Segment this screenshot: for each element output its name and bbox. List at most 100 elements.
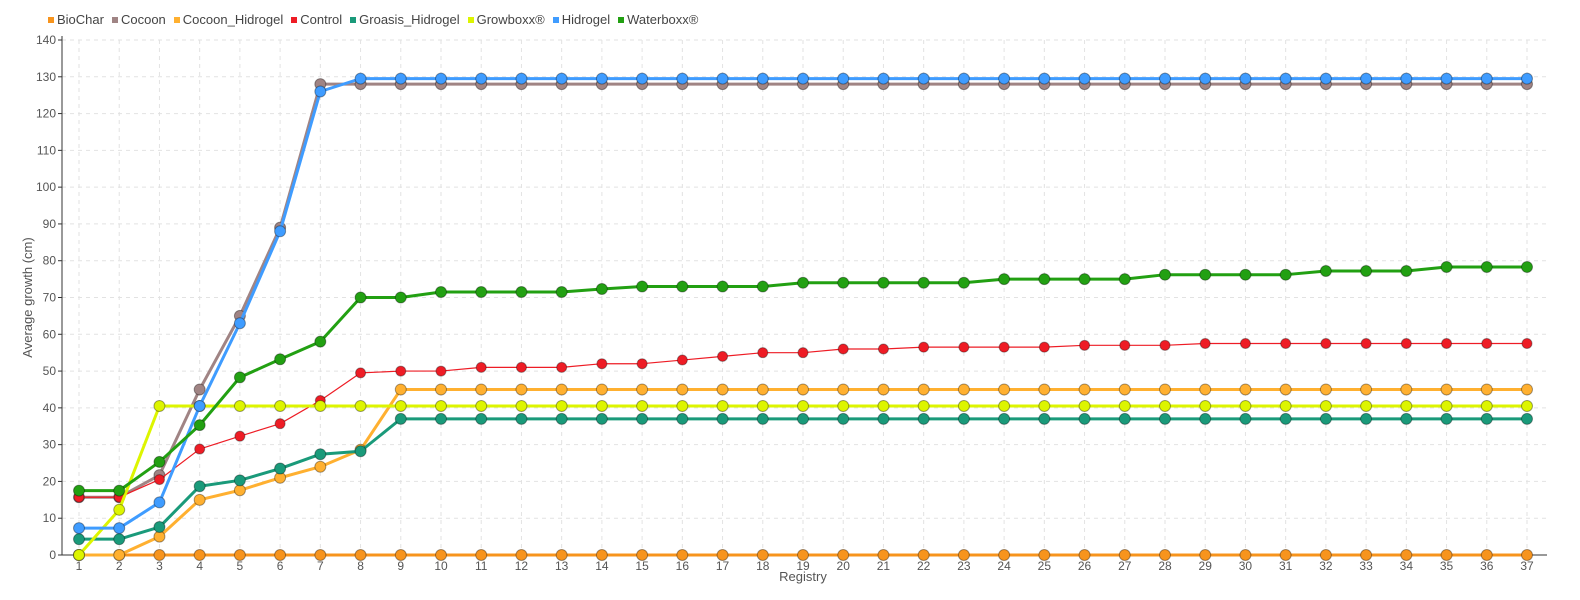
x-tick-label: 29 bbox=[1199, 559, 1213, 573]
data-point bbox=[1360, 337, 1372, 349]
data-point bbox=[877, 549, 890, 561]
data-point bbox=[1239, 268, 1252, 281]
data-point bbox=[515, 285, 528, 298]
legend-item[interactable]: Cocoon_Hidrogel bbox=[173, 12, 283, 27]
legend-item[interactable]: BioChar bbox=[48, 12, 104, 27]
legend-item[interactable]: Growboxx® bbox=[467, 12, 545, 27]
x-tick-label: 30 bbox=[1239, 559, 1253, 573]
data-point bbox=[435, 285, 447, 298]
data-point bbox=[756, 549, 769, 561]
legend-item[interactable]: Control bbox=[291, 12, 342, 27]
data-point bbox=[435, 365, 447, 377]
data-point bbox=[917, 400, 930, 413]
x-axis-label: Registry bbox=[779, 569, 827, 584]
data-point bbox=[1199, 337, 1211, 349]
data-point bbox=[837, 549, 850, 561]
legend-swatch bbox=[173, 16, 180, 23]
x-tick-label: 21 bbox=[877, 559, 891, 573]
data-point bbox=[998, 549, 1011, 561]
data-point bbox=[1521, 549, 1533, 561]
data-point bbox=[1480, 400, 1493, 413]
data-point bbox=[1118, 383, 1131, 396]
data-point bbox=[1319, 383, 1332, 396]
data-point bbox=[958, 341, 970, 353]
data-point bbox=[233, 474, 246, 487]
data-point bbox=[435, 72, 447, 85]
y-tick-label: 130 bbox=[36, 70, 56, 84]
legend-item[interactable]: Hidrogel bbox=[552, 12, 610, 27]
data-point bbox=[1480, 72, 1493, 85]
data-point bbox=[797, 400, 809, 413]
legend-swatch bbox=[48, 16, 54, 23]
x-tick-label: 17 bbox=[716, 559, 730, 573]
data-point bbox=[1480, 260, 1493, 273]
x-tick-label: 34 bbox=[1400, 559, 1414, 573]
data-point bbox=[515, 361, 527, 373]
data-point bbox=[153, 455, 166, 468]
x-tick-label: 32 bbox=[1319, 559, 1333, 573]
legend-swatch bbox=[291, 16, 298, 23]
data-point bbox=[153, 400, 166, 413]
x-tick-label: 25 bbox=[1038, 559, 1052, 573]
data-point bbox=[1199, 412, 1212, 425]
data-point bbox=[917, 276, 930, 289]
data-point bbox=[957, 276, 970, 289]
legend-swatch bbox=[350, 16, 357, 23]
data-point bbox=[797, 412, 809, 425]
data-point bbox=[194, 443, 206, 455]
x-tick-label: 5 bbox=[237, 559, 244, 573]
data-point bbox=[435, 412, 447, 425]
legend-item[interactable]: Waterboxx® bbox=[618, 12, 698, 27]
series-waterboxx bbox=[73, 260, 1533, 497]
y-tick-label: 140 bbox=[36, 33, 56, 47]
data-point bbox=[595, 72, 608, 85]
data-point bbox=[1239, 337, 1251, 349]
data-point bbox=[1400, 337, 1412, 349]
data-point bbox=[515, 412, 528, 425]
data-point bbox=[1159, 549, 1171, 561]
data-point bbox=[636, 280, 649, 293]
data-point bbox=[837, 72, 850, 85]
data-point bbox=[1319, 265, 1332, 278]
data-point bbox=[837, 343, 849, 355]
y-tick-label: 20 bbox=[43, 474, 57, 488]
series-cocoon_hidrogel bbox=[73, 383, 1533, 561]
data-point bbox=[676, 72, 689, 85]
x-tick-label: 14 bbox=[595, 559, 609, 573]
data-point bbox=[274, 462, 287, 475]
data-point bbox=[1480, 412, 1493, 425]
data-point bbox=[475, 383, 488, 396]
data-point bbox=[1199, 549, 1212, 561]
data-point bbox=[1319, 400, 1332, 413]
data-point bbox=[917, 383, 930, 396]
x-tick-label: 24 bbox=[997, 559, 1011, 573]
data-point bbox=[756, 400, 769, 413]
data-point bbox=[998, 341, 1010, 353]
data-point bbox=[73, 533, 85, 546]
x-tick-label: 20 bbox=[837, 559, 851, 573]
data-point bbox=[917, 72, 930, 85]
x-tick-label: 18 bbox=[756, 559, 770, 573]
legend-swatch bbox=[467, 16, 474, 23]
data-point bbox=[1078, 72, 1091, 85]
data-point bbox=[998, 400, 1011, 413]
legend-item[interactable]: Groasis_Hidrogel bbox=[350, 12, 460, 27]
data-point bbox=[354, 445, 367, 458]
data-point bbox=[153, 521, 166, 534]
legend-item[interactable]: Cocoon bbox=[111, 12, 166, 27]
data-point bbox=[1038, 412, 1051, 425]
data-point bbox=[113, 549, 126, 561]
data-point bbox=[1360, 383, 1373, 396]
data-point bbox=[595, 283, 608, 296]
data-point bbox=[193, 383, 206, 396]
data-point bbox=[556, 361, 568, 373]
x-tick-label: 36 bbox=[1480, 559, 1494, 573]
data-point bbox=[1159, 383, 1171, 396]
data-point bbox=[1440, 400, 1453, 413]
data-point bbox=[1440, 260, 1453, 273]
data-point bbox=[1199, 383, 1212, 396]
data-point bbox=[595, 383, 608, 396]
data-point bbox=[1360, 412, 1373, 425]
data-point bbox=[314, 549, 327, 561]
data-point bbox=[1400, 265, 1413, 278]
